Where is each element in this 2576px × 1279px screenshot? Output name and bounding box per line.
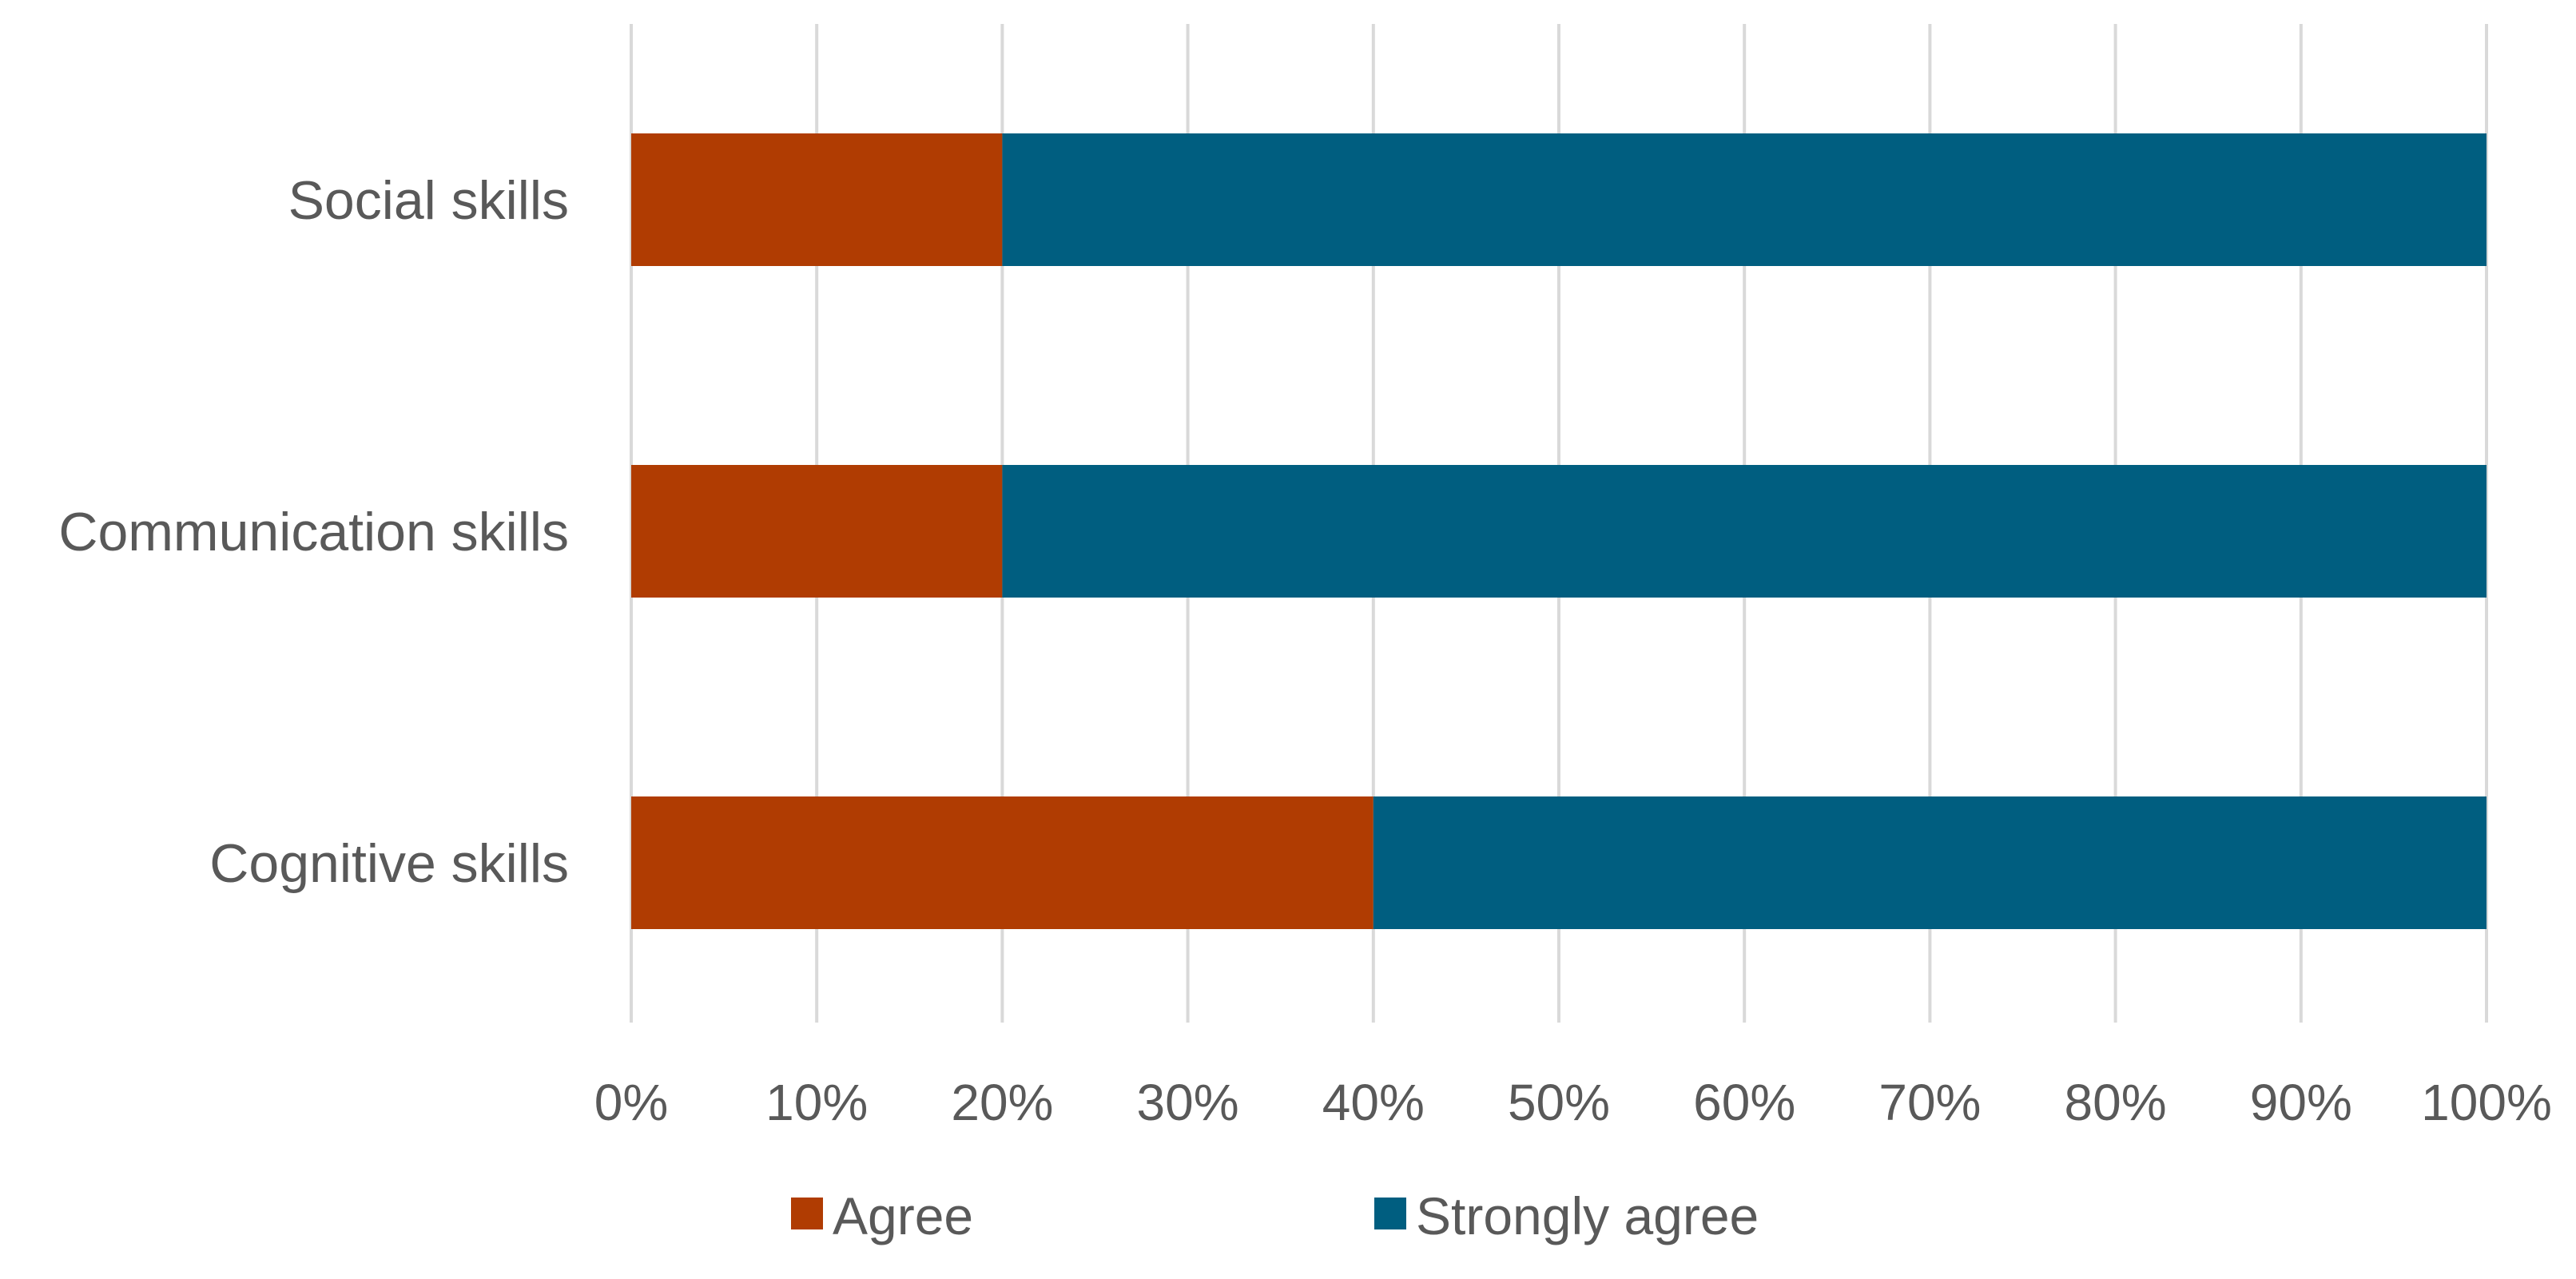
category-label: Social skills xyxy=(288,170,569,231)
x-tick-label: 70% xyxy=(1878,1074,1981,1131)
bar-segment-strongly-agree xyxy=(1002,465,2487,598)
x-tick-label: 90% xyxy=(2250,1074,2352,1131)
x-tick-label: 100% xyxy=(2421,1074,2552,1131)
bar-segment-strongly-agree xyxy=(1373,796,2487,929)
legend-swatch xyxy=(1374,1198,1406,1229)
x-tick-label: 40% xyxy=(1322,1074,1425,1131)
x-tick-label: 60% xyxy=(1693,1074,1795,1131)
bar-segment-agree xyxy=(631,133,1003,266)
legend-label: Agree xyxy=(833,1186,973,1245)
legend-label: Strongly agree xyxy=(1416,1186,1759,1245)
bar-segment-strongly-agree xyxy=(1002,133,2487,266)
bars xyxy=(631,133,2487,929)
legend-swatch xyxy=(791,1198,823,1229)
category-label: Communication skills xyxy=(58,502,569,562)
x-axis-tick-labels: 0% 10% 20% 30% 40% 50% 60% 70% 80% 90% 100% xyxy=(594,1074,2552,1131)
x-tick-label: 10% xyxy=(765,1074,868,1131)
x-tick-label: 50% xyxy=(1508,1074,1610,1131)
x-tick-label: 80% xyxy=(2065,1074,2167,1131)
category-label: Cognitive skills xyxy=(209,833,569,894)
bar-segment-agree xyxy=(631,796,1373,929)
x-tick-label: 20% xyxy=(951,1074,1053,1131)
legend: Agree Strongly agree xyxy=(791,1186,1759,1245)
bar-segment-agree xyxy=(631,465,1003,598)
x-tick-label: 30% xyxy=(1137,1074,1239,1131)
x-tick-label: 0% xyxy=(594,1074,669,1131)
category-labels: Social skills Communication skills Cogniti… xyxy=(58,170,569,894)
